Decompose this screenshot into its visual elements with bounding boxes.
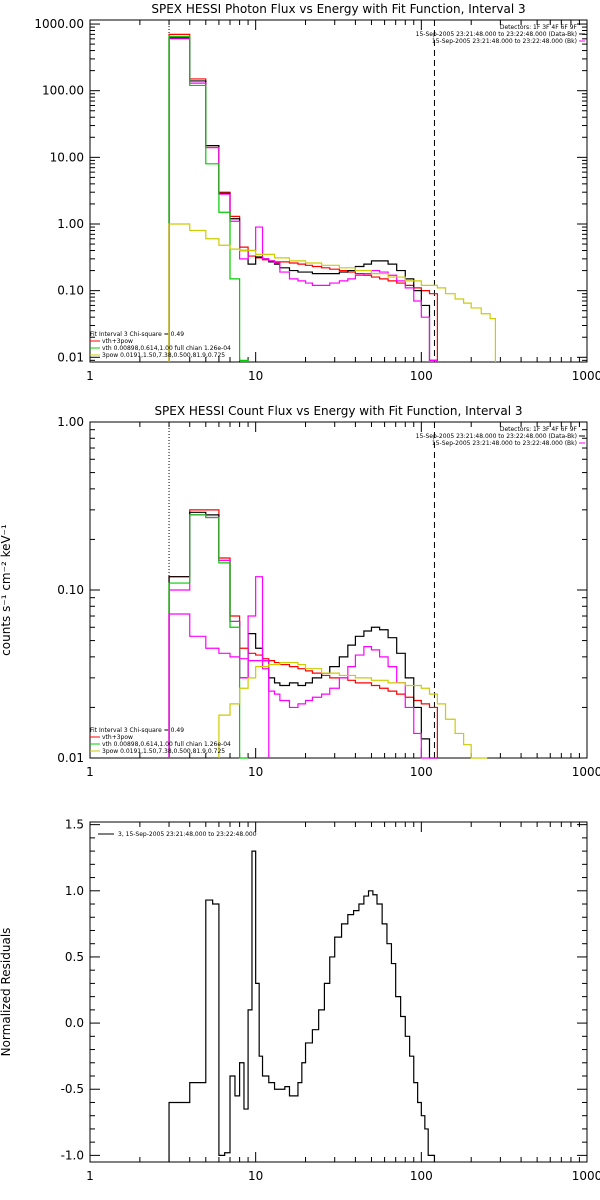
x-tick-label: 10 xyxy=(248,765,263,779)
y-tick-label: 10.00 xyxy=(50,150,84,164)
legend-bottom-left-entry: vth 0.00898,0.614,1.00 full chian 1.26e-… xyxy=(102,345,231,352)
x-tick-label: 100 xyxy=(410,1169,433,1183)
series-pow xyxy=(168,223,497,362)
y-tick-label: 0.01 xyxy=(57,751,84,765)
legend-bottom-left-entry: vth+3pow xyxy=(102,734,133,741)
y-tick-label: 0.01 xyxy=(57,350,84,364)
series-vth xyxy=(168,35,249,362)
plot-frame xyxy=(89,19,588,363)
plot-frame xyxy=(89,421,588,759)
legend-top-right-entry: 15-Sep-2005 23:21:48.000 to 23:22:48.000… xyxy=(416,31,577,38)
count-flux-panel: SPEX HESSI Count Flux vs Energy with Fit… xyxy=(0,404,600,779)
legend-top-right-entry: 15-Sep-2005 23:21:48.000 to 23:22:48.000… xyxy=(432,38,577,45)
legend-top-right-entry: 15-Sep-2005 23:21:48.000 to 23:22:48.000… xyxy=(416,433,577,440)
series-data xyxy=(168,511,438,759)
chart-title: SPEX HESSI Photon Flux vs Energy with Fi… xyxy=(151,2,525,16)
series-vth xyxy=(168,514,249,759)
x-tick-label: 1000 xyxy=(572,765,600,779)
series-data xyxy=(168,37,438,362)
y-axis-label: counts s⁻¹ cm⁻² keV⁻¹ xyxy=(0,524,13,656)
y-axis-label: Normalized Residuals xyxy=(0,928,13,1057)
legend-bottom-left-entry: 3pow 0.0191,1.50,7.38,0.500,81.9,0.725 xyxy=(102,748,225,755)
x-tick-label: 1000 xyxy=(572,369,600,383)
y-tick-label: 1.00 xyxy=(57,415,84,429)
y-tick-label: 0.10 xyxy=(57,284,84,298)
y-tick-label: 1000.00 xyxy=(34,17,84,31)
plot-frame xyxy=(89,821,588,1163)
legend-bottom-left-entry: Fit Interval 3 Chi-square = 0.49 xyxy=(90,727,184,734)
series-pow xyxy=(218,661,488,759)
y-tick-label: 100.00 xyxy=(42,84,84,98)
x-tick-label: 100 xyxy=(410,369,433,383)
y-tick-label: 1.00 xyxy=(57,217,84,231)
x-tick-label: 1 xyxy=(86,1169,94,1183)
y-tick-label: 0.10 xyxy=(57,583,84,597)
x-tick-label: 100 xyxy=(410,765,433,779)
series-pow0 xyxy=(168,613,270,758)
y-tick-label: 0.5 xyxy=(65,950,84,964)
y-tick-label: 1.0 xyxy=(65,884,84,898)
legend-bottom-left-entry: Fit Interval 3 Chi-square = 0.49 xyxy=(90,331,184,338)
legend-bottom-left-entry: vth 0.00898,0.614,1.00 full chian 1.26e-… xyxy=(102,741,231,748)
legend-top-right-entry: Detectors: 1F 3F 4F 6F 9F xyxy=(500,24,578,31)
x-tick-label: 10 xyxy=(248,369,263,383)
series-total xyxy=(168,509,438,758)
x-tick-label: 10 xyxy=(248,1169,263,1183)
photon-flux-panel: SPEX HESSI Photon Flux vs Energy with Fi… xyxy=(34,2,600,383)
y-tick-label: 1.5 xyxy=(65,818,84,832)
y-tick-label: 0.0 xyxy=(65,1016,84,1030)
y-tick-label: -1.0 xyxy=(61,1148,84,1162)
chart-title: SPEX HESSI Count Flux vs Energy with Fit… xyxy=(154,404,522,418)
x-tick-label: 1 xyxy=(86,369,94,383)
series-total xyxy=(168,33,438,362)
x-tick-label: 1000 xyxy=(572,1169,600,1183)
legend-top-right-entry: 15-Sep-2005 23:21:48.000 to 23:22:48.000… xyxy=(432,440,577,447)
series-resid xyxy=(168,850,436,1162)
legend-bottom-left-entry: vth+3pow xyxy=(102,338,133,345)
legend-entry: 3, 15-Sep-2005 23:21:48.000 to 23:22:48.… xyxy=(118,831,257,838)
series-bk xyxy=(168,514,438,759)
series-bk xyxy=(168,38,438,362)
x-tick-label: 1 xyxy=(86,765,94,779)
legend-top-right-entry: Detectors: 1F 3F 4F 6F 9F xyxy=(500,426,578,433)
legend-bottom-left-entry: 3pow 0.0191,1.50,7.38,0.500,81.9,0.725 xyxy=(102,352,225,359)
residuals-panel: 1 10 100 1000 -1.0 -0.5 0.0 0.5 1.0 1.5 Normalized… xyxy=(0,818,600,1183)
y-tick-label: -0.5 xyxy=(61,1082,84,1096)
